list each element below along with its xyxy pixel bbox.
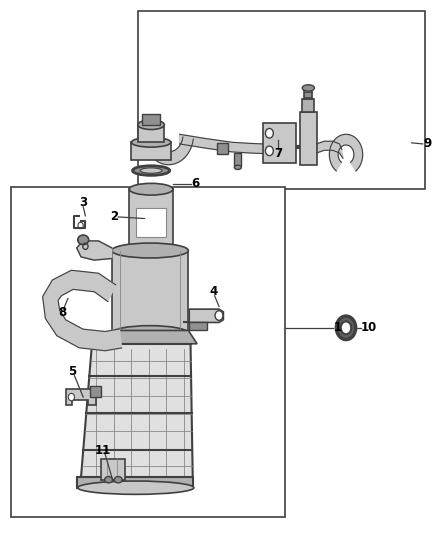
Bar: [142, 115, 160, 125]
Polygon shape: [144, 137, 193, 165]
Text: 10: 10: [361, 321, 378, 334]
Bar: [263, 123, 296, 163]
Bar: [129, 189, 173, 251]
Bar: [131, 142, 171, 160]
Ellipse shape: [138, 120, 164, 130]
Polygon shape: [329, 134, 363, 171]
Bar: [189, 322, 207, 330]
Polygon shape: [103, 330, 197, 344]
Bar: [90, 386, 101, 397]
Circle shape: [265, 128, 273, 138]
Polygon shape: [317, 141, 343, 158]
Polygon shape: [77, 477, 193, 488]
Ellipse shape: [131, 138, 171, 147]
Text: 3: 3: [79, 196, 87, 209]
Polygon shape: [77, 241, 112, 260]
Bar: [112, 251, 188, 333]
Text: 6: 6: [191, 177, 199, 190]
Text: 5: 5: [68, 365, 76, 378]
Bar: [234, 153, 241, 166]
Bar: [304, 88, 312, 99]
Ellipse shape: [140, 168, 162, 173]
Bar: [302, 99, 314, 112]
Bar: [217, 143, 228, 154]
Ellipse shape: [302, 85, 314, 91]
Ellipse shape: [78, 235, 88, 245]
Text: 9: 9: [423, 138, 431, 150]
Bar: [136, 208, 166, 237]
Polygon shape: [66, 389, 96, 405]
Ellipse shape: [112, 243, 188, 258]
Ellipse shape: [129, 245, 173, 256]
Ellipse shape: [114, 477, 122, 483]
Ellipse shape: [112, 326, 188, 341]
Circle shape: [215, 311, 223, 320]
Text: 2: 2: [110, 211, 118, 223]
Bar: [138, 125, 164, 142]
Circle shape: [341, 321, 351, 334]
Circle shape: [336, 316, 356, 340]
Text: 4: 4: [210, 285, 218, 298]
Ellipse shape: [105, 477, 113, 483]
Ellipse shape: [132, 166, 170, 175]
Bar: [138, 11, 425, 189]
Circle shape: [265, 146, 273, 156]
Bar: [11, 187, 285, 517]
Polygon shape: [180, 134, 263, 154]
Bar: [101, 459, 125, 480]
Ellipse shape: [234, 165, 241, 169]
Text: 11: 11: [95, 444, 111, 457]
Text: 1: 1: [333, 321, 341, 334]
Bar: [300, 112, 317, 165]
Text: 7: 7: [274, 147, 282, 160]
Text: 8: 8: [58, 306, 66, 319]
Polygon shape: [81, 344, 193, 477]
Polygon shape: [42, 270, 122, 351]
Ellipse shape: [129, 183, 173, 195]
Ellipse shape: [78, 481, 194, 495]
Circle shape: [68, 393, 74, 401]
Polygon shape: [189, 309, 223, 322]
